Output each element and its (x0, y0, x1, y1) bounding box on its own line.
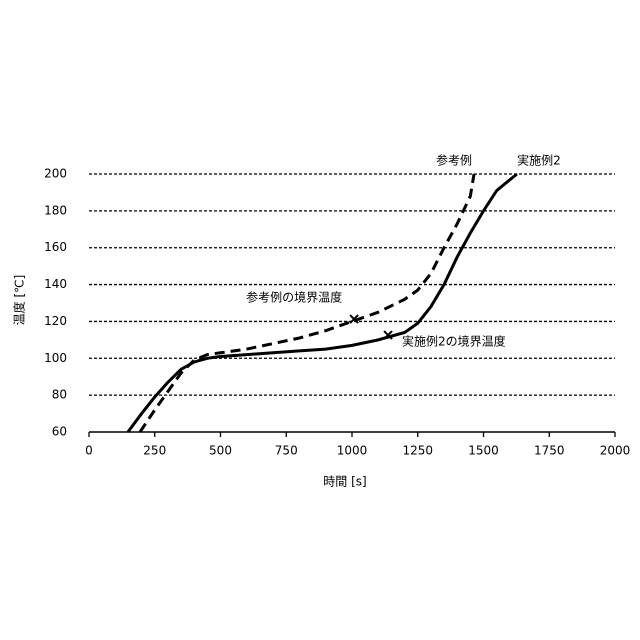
x-tick-label: 1000 (337, 444, 368, 458)
x-tick-label: 750 (275, 444, 298, 458)
chart: 時間 [s] 温度 [℃] 60801001201401601802000250… (0, 0, 640, 640)
y-tick-label: 160 (44, 240, 67, 254)
x-tick-label: 1500 (468, 444, 499, 458)
x-tick-label: 1750 (534, 444, 565, 458)
x-axis-label: 時間 [s] (323, 475, 366, 489)
series-label: 参考例 (436, 153, 472, 168)
y-tick-label: 80 (52, 388, 67, 402)
y-tick-label: 60 (52, 425, 67, 439)
y-tick-label: 200 (44, 167, 67, 181)
y-tick-label: 120 (44, 314, 67, 328)
x-tick-label: 500 (209, 444, 232, 458)
boundary-label: 参考例の境界温度 (246, 290, 342, 305)
y-tick-label: 100 (44, 351, 67, 365)
boundary-label: 実施例2の境界温度 (402, 334, 506, 349)
x-tick-label: 2000 (600, 444, 631, 458)
x-tick-label: 250 (143, 444, 166, 458)
series-label: 実施例2 (517, 153, 561, 168)
y-axis-label: 温度 [℃] (12, 275, 27, 326)
y-tick-label: 140 (44, 277, 67, 291)
x-tick-label: 1250 (402, 444, 433, 458)
x-tick-label: 0 (85, 444, 93, 458)
y-tick-label: 180 (44, 203, 67, 217)
